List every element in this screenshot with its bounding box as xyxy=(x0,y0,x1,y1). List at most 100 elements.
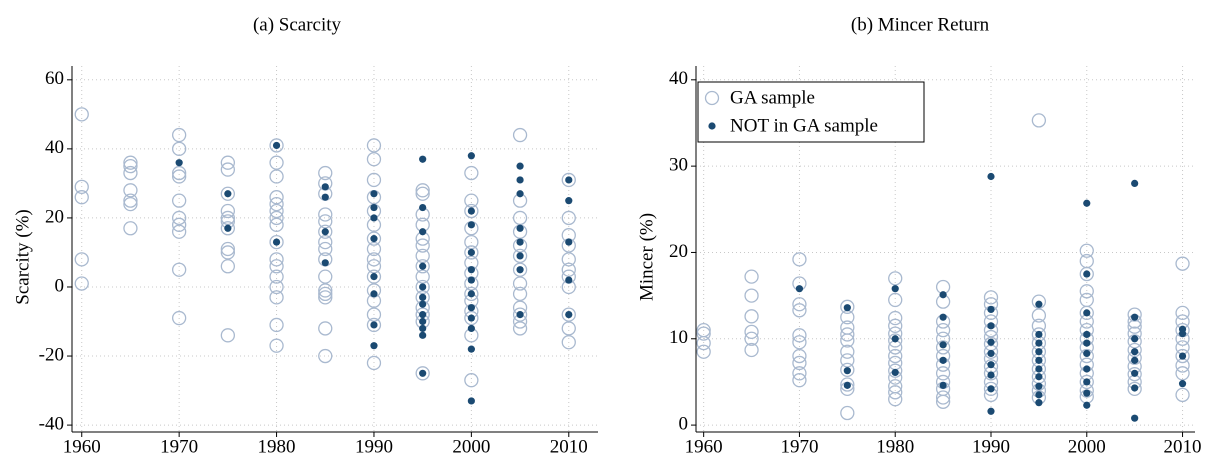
point xyxy=(123,165,138,181)
point xyxy=(516,162,524,170)
point xyxy=(1131,313,1139,321)
y-tick-label: 20 xyxy=(45,206,64,227)
point xyxy=(888,271,903,286)
point xyxy=(512,276,528,291)
point xyxy=(843,304,851,312)
chart-panel: (b) Mincer Return Mincer (%) 0 10 20 30 40 1960… xyxy=(636,14,1201,457)
legend-label: GA sample xyxy=(730,87,815,108)
y-tick-label: -40 xyxy=(39,413,64,434)
point xyxy=(792,355,807,371)
point xyxy=(983,290,999,305)
point xyxy=(1079,305,1094,321)
point xyxy=(1035,300,1043,308)
x-tick-label: 2010 xyxy=(550,436,588,457)
point xyxy=(171,262,187,277)
point xyxy=(888,348,903,364)
point xyxy=(318,269,333,284)
point xyxy=(1175,348,1190,364)
point xyxy=(888,310,903,326)
y-tick-label: 20 xyxy=(669,241,688,262)
point xyxy=(792,297,807,312)
point xyxy=(269,259,284,274)
point xyxy=(561,321,576,336)
point xyxy=(123,196,138,212)
point xyxy=(888,318,903,333)
point xyxy=(1079,374,1094,390)
point xyxy=(220,245,236,260)
point xyxy=(516,266,524,274)
point xyxy=(1178,352,1187,360)
point xyxy=(123,155,138,170)
point xyxy=(1083,270,1091,278)
point xyxy=(795,285,804,293)
point xyxy=(1175,256,1190,271)
x-tick-label: 1980 xyxy=(258,436,296,457)
point xyxy=(366,152,382,167)
point xyxy=(1083,349,1091,358)
point xyxy=(220,155,236,170)
point xyxy=(987,385,995,393)
point xyxy=(269,203,284,219)
point xyxy=(987,407,995,415)
y-tick-label: 40 xyxy=(45,137,64,158)
point xyxy=(888,292,903,308)
point xyxy=(467,276,475,284)
point xyxy=(175,159,183,167)
point xyxy=(318,241,333,257)
point xyxy=(1131,384,1139,392)
chart-title: (b) Mincer Return xyxy=(851,14,990,35)
point xyxy=(840,344,855,359)
point xyxy=(744,342,759,358)
point xyxy=(171,141,187,157)
point xyxy=(269,317,284,333)
point xyxy=(415,183,430,198)
point xyxy=(512,248,528,264)
point xyxy=(415,186,430,201)
point xyxy=(269,338,284,353)
point xyxy=(561,262,576,277)
point xyxy=(516,238,524,246)
point xyxy=(464,234,479,250)
point xyxy=(171,165,187,181)
point xyxy=(1035,330,1043,339)
point xyxy=(1079,292,1094,308)
point xyxy=(792,303,807,318)
point xyxy=(935,340,951,355)
point xyxy=(467,266,475,274)
point xyxy=(565,311,573,319)
point xyxy=(888,333,903,348)
point xyxy=(269,169,284,184)
point xyxy=(269,290,284,305)
point xyxy=(840,362,855,377)
point xyxy=(1035,382,1043,390)
point xyxy=(220,203,236,219)
point xyxy=(983,381,999,396)
point xyxy=(561,252,576,267)
y-tick-label: 60 xyxy=(45,68,64,89)
point xyxy=(939,313,947,321)
point xyxy=(987,349,995,358)
legend-marker xyxy=(704,90,720,106)
point xyxy=(516,190,524,198)
point xyxy=(467,345,475,353)
point xyxy=(1083,339,1091,347)
point xyxy=(464,203,479,219)
point xyxy=(565,276,573,284)
point xyxy=(171,217,187,232)
point xyxy=(939,291,947,299)
point xyxy=(888,363,903,378)
point xyxy=(1127,381,1142,396)
point xyxy=(370,290,378,298)
point xyxy=(840,353,855,368)
x-tick-label: 1980 xyxy=(876,436,914,457)
point xyxy=(792,373,807,388)
point xyxy=(123,193,138,208)
point xyxy=(1131,348,1139,356)
point xyxy=(318,234,333,250)
y-axis-label: Scarcity (%) xyxy=(12,209,33,304)
point xyxy=(1083,199,1091,207)
point xyxy=(467,207,475,215)
point xyxy=(1031,294,1047,309)
point xyxy=(123,221,138,236)
